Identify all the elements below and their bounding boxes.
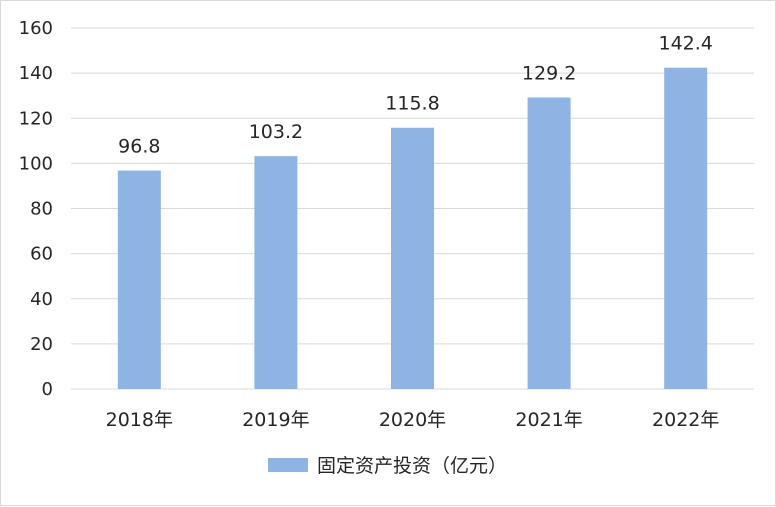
y-tick-label: 20: [30, 334, 53, 355]
bar-2021年: [527, 97, 571, 390]
legend-label: 固定资产投资（亿元）: [317, 455, 507, 477]
data-label: 129.2: [522, 62, 576, 84]
y-tick-label: 40: [30, 289, 53, 310]
data-label: 115.8: [385, 93, 439, 115]
x-axis-categories: 2018年 2019年 2020年 2021年 2022年: [106, 409, 720, 431]
bar-2022年: [664, 67, 708, 390]
y-tick-label: 0: [42, 379, 53, 400]
x-category-label: 2018年: [106, 409, 173, 431]
legend-swatch: [268, 458, 308, 472]
x-category-label: 2020年: [379, 409, 446, 431]
y-axis-ticks: 0 20 40 60 80 100 120 140 160: [19, 18, 53, 400]
legend: 固定资产投资（亿元）: [268, 455, 507, 477]
data-label: 142.4: [658, 33, 712, 55]
data-labels: 96.8 103.2 115.8 129.2 142.4: [118, 33, 713, 158]
bar-2020年: [391, 127, 434, 389]
y-tick-label: 100: [19, 153, 53, 174]
bar-2018年: [117, 170, 161, 389]
y-tick-label: 120: [19, 108, 53, 129]
bar-2019年: [254, 156, 298, 389]
x-category-label: 2021年: [515, 409, 582, 431]
x-category-label: 2019年: [242, 409, 309, 431]
data-label: 103.2: [249, 121, 303, 143]
y-tick-label: 140: [19, 63, 53, 84]
y-tick-label: 80: [30, 199, 53, 220]
data-label: 96.8: [118, 136, 160, 158]
bars: [117, 67, 708, 390]
x-category-label: 2022年: [652, 409, 719, 431]
y-tick-label: 60: [30, 244, 53, 265]
y-tick-label: 160: [19, 18, 53, 39]
